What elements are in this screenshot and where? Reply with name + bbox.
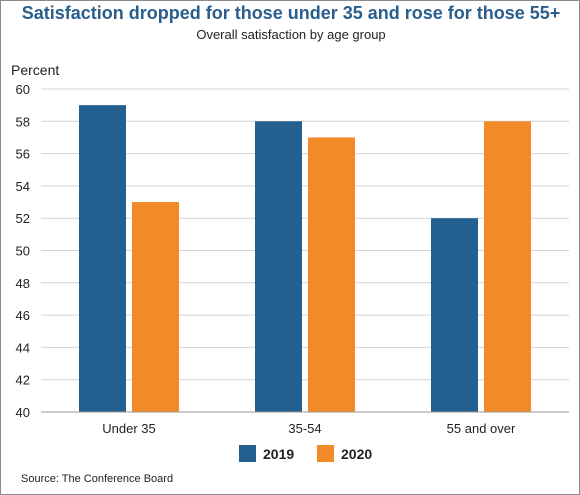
legend-swatch <box>239 445 256 462</box>
x-tick-label: Under 35 <box>102 421 155 436</box>
y-tick-label: 44 <box>16 340 30 355</box>
y-tick-label: 48 <box>16 276 30 291</box>
source-note: Source: The Conference Board <box>21 473 174 485</box>
bar <box>484 121 531 413</box>
chart-subtitle: Overall satisfaction by age group <box>196 27 386 42</box>
legend-swatch <box>317 445 334 462</box>
legend-label: 2020 <box>341 446 372 462</box>
bar <box>255 121 302 413</box>
x-tick-label: 35-54 <box>288 421 321 436</box>
bar <box>431 218 478 412</box>
y-tick-label: 46 <box>16 308 30 323</box>
bar <box>308 137 355 412</box>
legend-label: 2019 <box>263 446 294 462</box>
y-tick-label: 42 <box>16 373 30 388</box>
y-tick-label: 54 <box>16 179 30 194</box>
chart-title: Satisfaction dropped for those under 35 … <box>21 3 561 23</box>
bar <box>132 202 179 412</box>
y-tick-label: 52 <box>16 211 30 226</box>
y-tick-label: 56 <box>16 147 30 162</box>
y-tick-label: 60 <box>16 82 30 97</box>
x-tick-label: 55 and over <box>447 421 516 436</box>
y-tick-label: 58 <box>16 114 30 129</box>
y-axis-label: Percent <box>11 62 60 78</box>
y-tick-label: 50 <box>16 244 30 259</box>
bar <box>79 105 126 413</box>
y-tick-label: 40 <box>16 405 30 420</box>
